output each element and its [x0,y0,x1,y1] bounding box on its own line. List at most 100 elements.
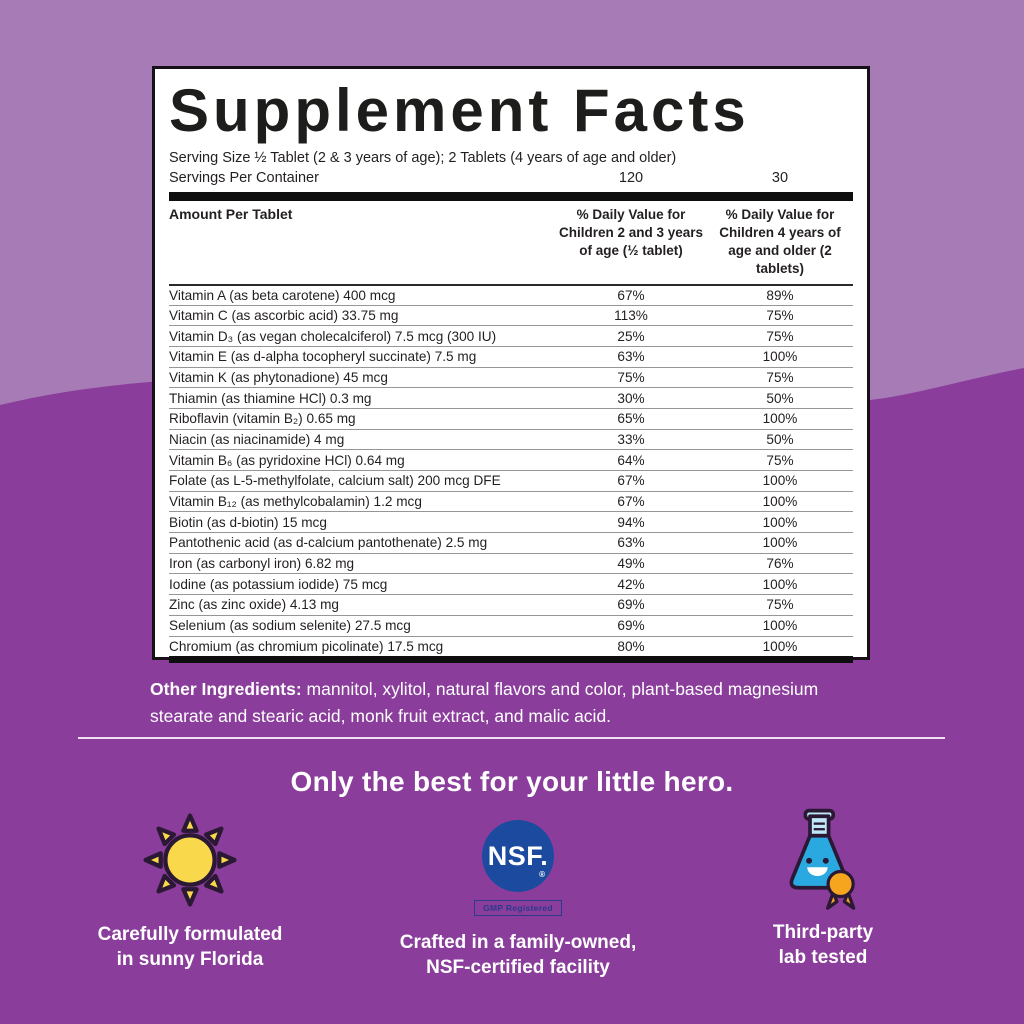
nutrient-name: Pantothenic acid (as d-calcium pantothen… [169,535,488,551]
supplement-facts-panel: Supplement Facts Serving Size ½ Tablet (… [152,66,870,664]
feature-lab-caption: Third-party lab tested [773,920,873,970]
nsf-circle: NSF. ® [481,820,554,892]
caption-line: NSF-certified facility [426,957,610,979]
feature-nsf: NSF. ® GMP Registered Crafted in a famil… [396,816,640,980]
table-row: Pantothenic acid (as d-calcium pantothen… [169,532,853,553]
flask-icon [770,806,876,910]
dv-children-2-3: 67% [617,473,645,489]
servings-label: Servings Per Container [169,170,319,186]
dv-children-4-plus: 100% [762,618,798,634]
horizontal-divider [78,737,945,739]
nutrient-name: Selenium (as sodium selenite) 27.5 mcg [169,618,411,634]
dv-children-4-plus: 89% [766,287,794,303]
nsf-logo-text: NSF. [487,840,549,871]
table-header: Amount Per Tablet % Daily Value for Chil… [169,201,853,284]
divider-bar-top [169,192,853,201]
dv-children-2-3: 42% [617,576,645,592]
nutrient-name: Vitamin B₆ (as pyridoxine HCl) 0.64 mg [169,452,405,468]
other-ingredients-text: mannitol, xylitol, natural flavors and c… [150,679,819,727]
servings-per-container-row: Servings Per Container 120 30 [169,168,853,189]
nutrient-name: Zinc (as zinc oxide) 4.13 mg [169,597,339,613]
caption-line: in sunny Florida [116,949,264,971]
table-row: Vitamin A (as beta carotene) 400 mcg 67%… [169,283,853,305]
table-row: Zinc (as zinc oxide) 4.13 mg 69% 75% [169,594,853,615]
dv-children-4-plus: 75% [766,597,794,613]
dv-children-2-3: 94% [617,514,645,530]
dv-children-4-plus: 75% [766,452,794,468]
table-row: Folate (as L-5-methylfolate, calcium sal… [169,470,853,491]
caption-line: Crafted in a family-owned, [399,932,637,953]
table-row: Biotin (as d-biotin) 15 mcg 94% 100% [169,511,853,532]
table-row: Selenium (as sodium selenite) 27.5 mcg 6… [169,614,853,636]
dv-children-2-3: 65% [617,411,645,427]
other-ingredients-lead: Other Ingredients: [150,679,302,699]
dv-children-2-3: 75% [617,369,645,385]
table-row: Iron (as carbonyl iron) 6.82 mg 49% 76% [169,552,853,574]
sun-icon [138,808,242,912]
dv-children-2-3: 63% [617,535,645,551]
gmp-registered-badge: GMP Registered [474,900,562,916]
dv-children-4-plus: 100% [762,473,798,489]
dv-children-4-plus: 75% [766,307,794,323]
daily-value-older-header: % Daily Value for Children 4 years of ag… [719,207,841,276]
amount-per-tablet-header: Amount Per Tablet [169,206,293,222]
table-row: Thiamin (as thiamine HCl) 0.3 mg 30% 50% [169,387,853,408]
panel-title: Supplement Facts [169,77,750,144]
table-row: Chromium (as chromium picolinate) 17.5 m… [169,635,853,657]
nutrient-name: Chromium (as chromium picolinate) 17.5 m… [169,638,444,654]
feature-nsf-caption: Crafted in a family-owned, NSF-certified… [400,930,636,980]
feature-florida-caption: Carefully formulated in sunny Florida [98,922,283,972]
nutrient-name: Folate (as L-5-methylfolate, calcium sal… [169,473,501,489]
nutrient-name: Vitamin B₁₂ (as methylcobalamin) 1.2 mcg [169,494,422,510]
table-row: Riboflavin (vitamin B₂) 0.65 mg 65% 100% [169,407,853,429]
dv-children-2-3: 33% [617,431,645,447]
dv-children-2-3: 113% [614,307,648,323]
table-row: Vitamin B₆ (as pyridoxine HCl) 0.64 mg 6… [169,449,853,470]
dv-children-4-plus: 50% [766,390,794,406]
dv-children-2-3: 63% [617,349,645,365]
table-row: Vitamin K (as phytonadione) 45 mcg 75% 7… [169,366,853,388]
table-row: Vitamin B₁₂ (as methylcobalamin) 1.2 mcg… [169,490,853,512]
dv-children-4-plus: 50% [766,431,794,447]
table-row: Niacin (as niacinamide) 4 mg 33% 50% [169,428,853,450]
dv-children-2-3: 69% [617,618,645,634]
dv-children-2-3: 67% [617,287,645,303]
nutrient-name: Vitamin A (as beta carotene) 400 mcg [169,287,396,303]
tagline: Only the best for your little hero. [290,766,734,797]
dv-children-4-plus: 100% [762,411,798,427]
dv-children-4-plus: 100% [762,576,798,592]
divider-bar-bottom [169,656,853,664]
table-row: Vitamin C (as ascorbic acid) 33.75 mg 11… [169,304,853,326]
nutrient-name: Vitamin C (as ascorbic acid) 33.75 mg [169,307,399,323]
servings-value-children: 120 [618,170,644,186]
caption-line: lab tested [778,947,868,969]
nutrient-name: Vitamin E (as d-alpha tocopheryl succina… [169,349,477,365]
dv-children-4-plus: 100% [762,494,798,510]
nutrient-name: Vitamin D₃ (as vegan cholecalciferol) 7.… [169,328,497,344]
nutrient-name: Riboflavin (vitamin B₂) 0.65 mg [169,411,356,427]
dv-children-2-3: 30% [617,390,645,406]
dv-children-4-plus: 100% [762,638,798,654]
nutrient-table: Vitamin A (as beta carotene) 400 mcg 67%… [169,283,853,657]
dv-children-2-3: 25% [617,328,645,344]
other-ingredients: Other Ingredients: mannitol, xylitol, na… [150,676,860,730]
nsf-logo: NSF. ® GMP Registered [474,816,562,920]
dv-children-2-3: 49% [617,556,645,572]
dv-children-2-3: 67% [617,494,645,510]
dv-children-2-3: 64% [617,452,645,468]
dv-children-4-plus: 100% [762,535,798,551]
feature-lab-tested: Third-party lab tested [710,806,936,970]
nutrient-name: Thiamin (as thiamine HCl) 0.3 mg [169,390,372,406]
table-row: Vitamin D₃ (as vegan cholecalciferol) 7.… [169,325,853,346]
nutrient-name: Niacin (as niacinamide) 4 mg [169,431,345,447]
table-row: Vitamin E (as d-alpha tocopheryl succina… [169,345,853,367]
serving-size-line: Serving Size ½ Tablet (2 & 3 years of ag… [169,150,677,166]
dv-children-4-plus: 76% [766,556,794,572]
nutrient-name: Vitamin K (as phytonadione) 45 mcg [169,369,388,385]
dv-children-4-plus: 75% [766,369,794,385]
nutrient-name: Iron (as carbonyl iron) 6.82 mg [169,556,355,572]
caption-line: Carefully formulated [97,924,283,945]
dv-children-4-plus: 100% [762,349,798,365]
servings-value-older: 30 [771,170,789,186]
